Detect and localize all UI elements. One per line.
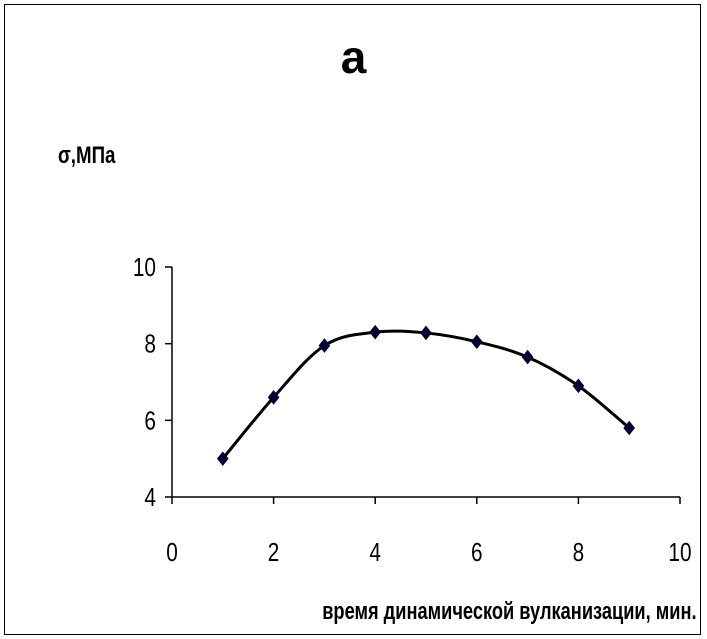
y-tick-label: 4 — [144, 483, 156, 512]
y-tick-label: 8 — [144, 329, 156, 358]
data-point-marker — [420, 325, 432, 341]
data-point-marker — [369, 324, 382, 340]
chart-title: а — [340, 31, 367, 83]
y-axis-label: σ,МПа — [58, 142, 116, 169]
data-point-marker — [470, 334, 483, 350]
x-tick-label: 6 — [471, 538, 483, 567]
data-point-marker — [267, 390, 280, 405]
y-tick-label: 10 — [133, 253, 156, 282]
data-point-marker — [318, 338, 331, 353]
x-tick-label: 8 — [573, 538, 585, 567]
data-point-marker — [216, 451, 229, 466]
data-point-marker — [623, 420, 636, 436]
x-tick-label: 10 — [668, 538, 691, 567]
chart-frame — [4, 4, 701, 635]
data-point-marker — [521, 349, 534, 365]
x-tick-label: 2 — [268, 538, 280, 567]
y-tick-label: 6 — [144, 406, 156, 435]
x-tick-label: 0 — [166, 538, 178, 567]
data-point-marker — [572, 378, 585, 394]
series-line — [221, 329, 631, 460]
x-tick-label: 4 — [369, 538, 381, 567]
x-axis-label: время динамической вулканизации, мин. — [322, 598, 697, 625]
